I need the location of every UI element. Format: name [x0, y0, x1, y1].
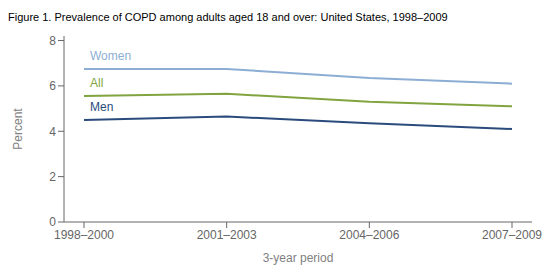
html-text:Figure 1. Prevalence of COPD a: Figure 1. Prevalence of COPD among adult…: [8, 11, 448, 23]
svg-text:2004–2006: 2004–2006: [339, 228, 399, 242]
svg-text:2: 2: [49, 170, 56, 184]
svg-text:All: All: [90, 76, 103, 90]
svg-text:2001–2003: 2001–2003: [197, 228, 257, 242]
svg-text:4: 4: [49, 125, 56, 139]
svg-text:Percent: Percent: [11, 108, 25, 150]
svg-text:Women: Women: [90, 49, 131, 63]
svg-text:3-year period: 3-year period: [263, 251, 334, 265]
svg-text:6: 6: [49, 79, 56, 93]
svg-text:Men: Men: [90, 100, 113, 114]
svg-text:0: 0: [49, 215, 56, 229]
svg-text:2007–2009: 2007–2009: [482, 228, 542, 242]
svg-text:1998–2000: 1998–2000: [54, 228, 114, 242]
svg-text:8: 8: [49, 34, 56, 48]
